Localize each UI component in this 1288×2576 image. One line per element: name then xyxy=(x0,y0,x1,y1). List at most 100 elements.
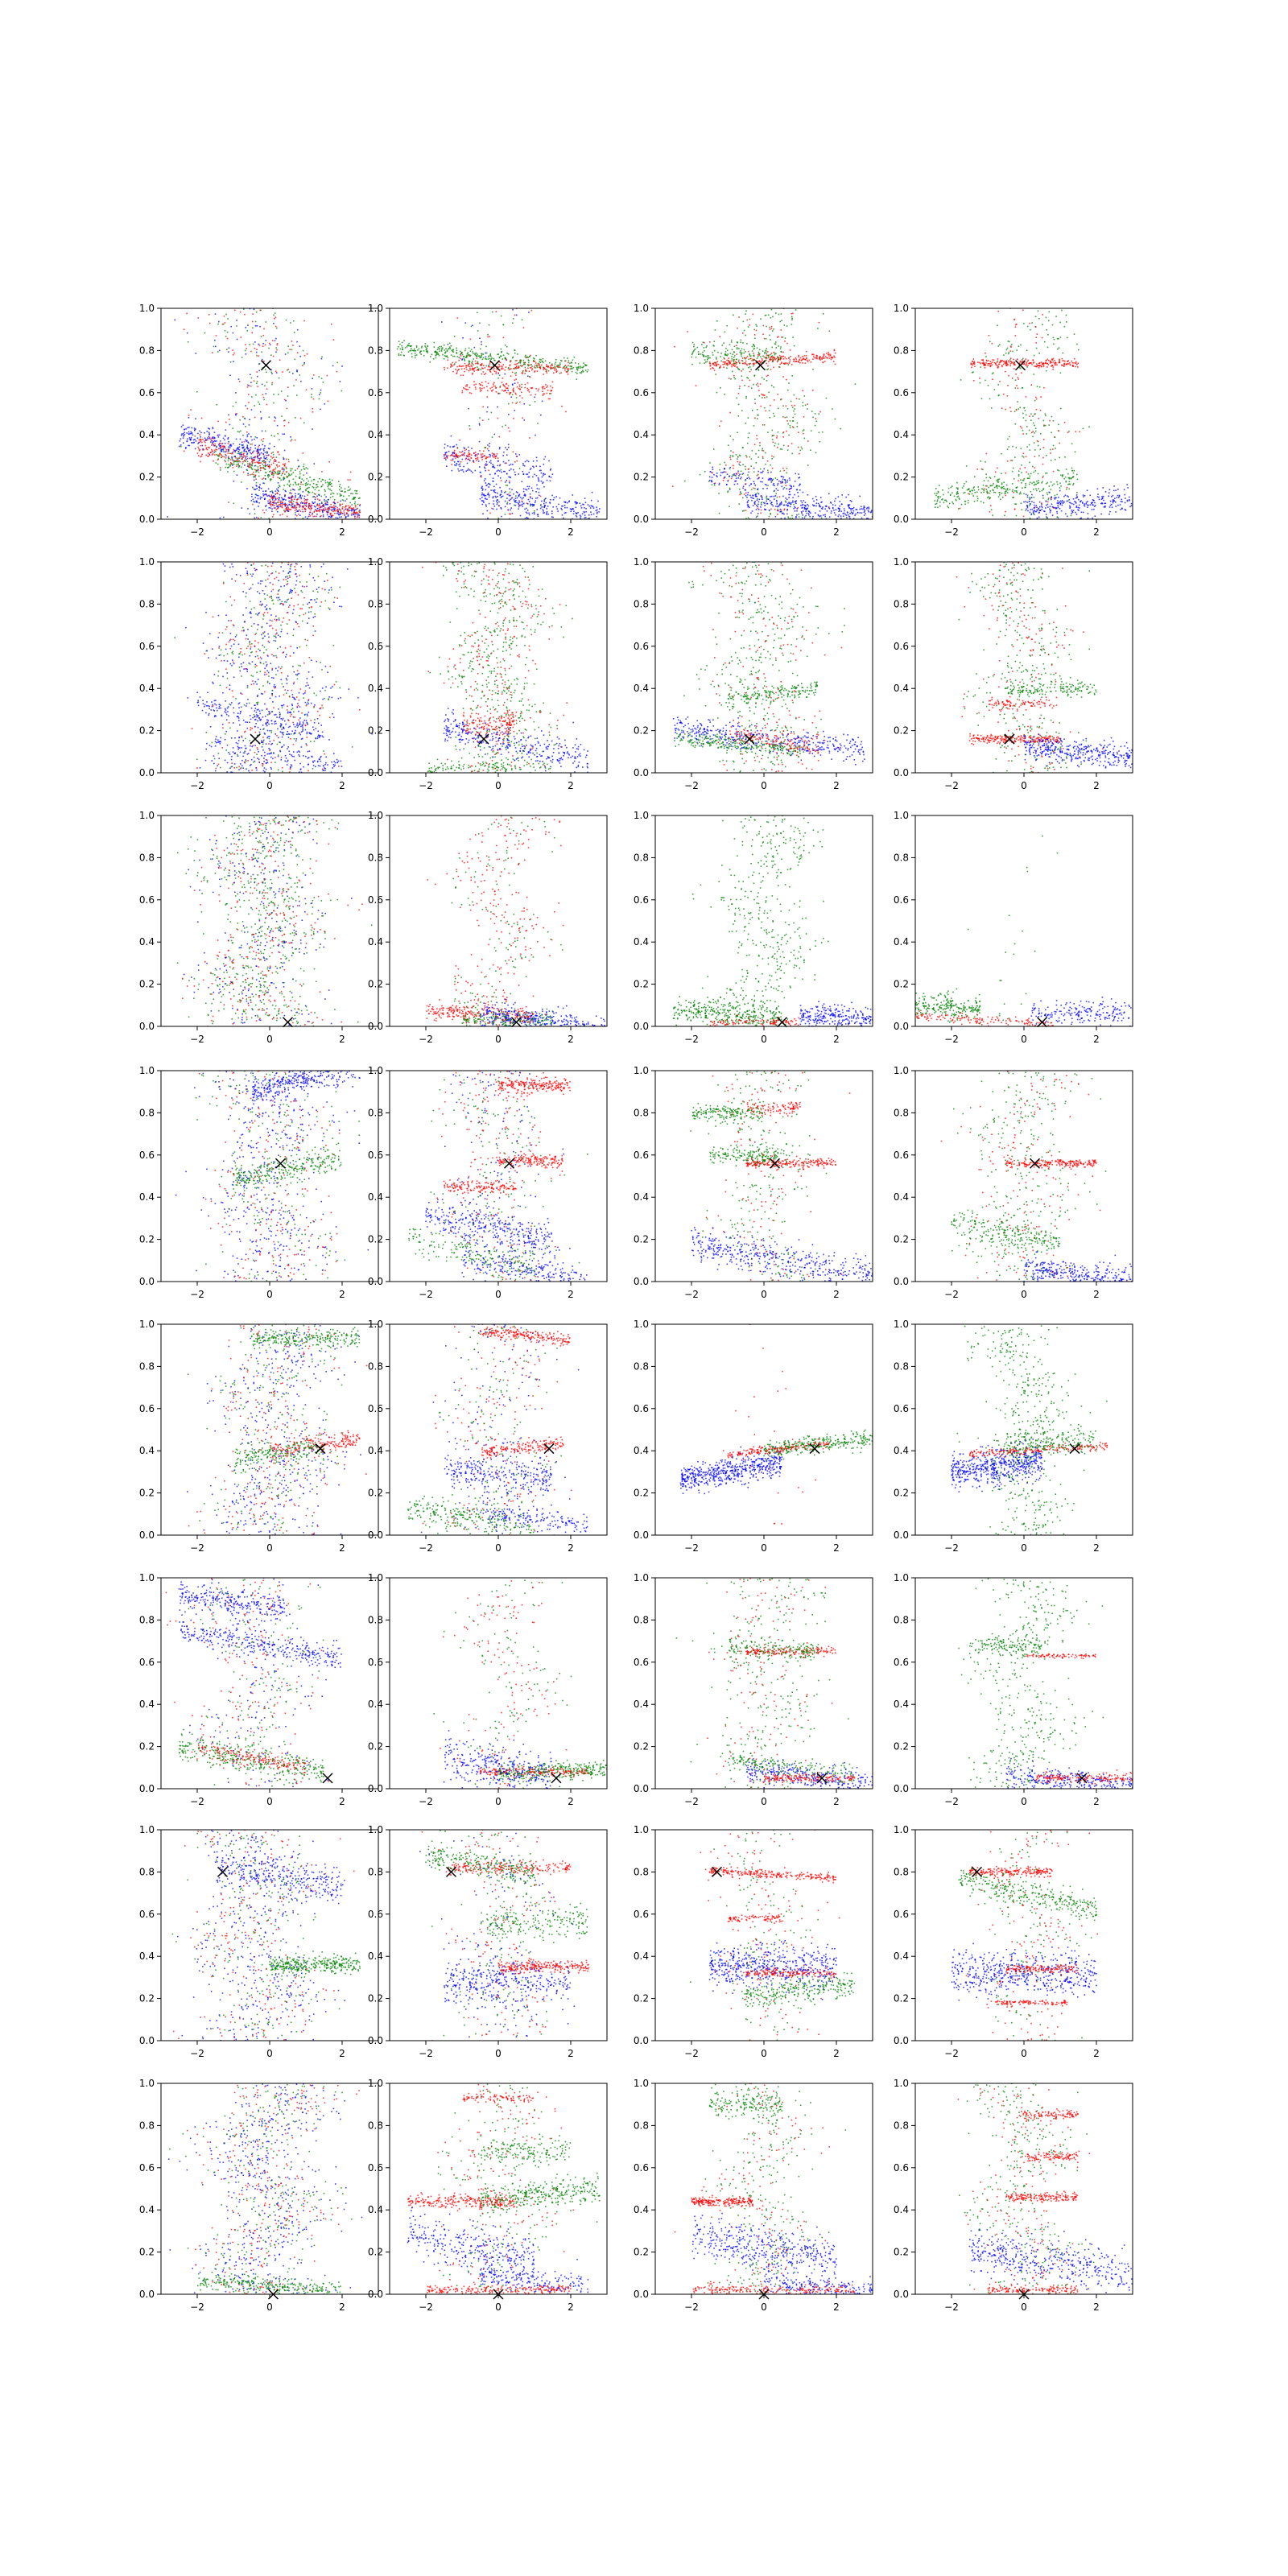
data-point xyxy=(793,345,795,347)
data-point xyxy=(541,500,543,502)
data-point xyxy=(522,373,523,374)
data-point xyxy=(724,351,727,353)
data-point xyxy=(794,510,796,512)
data-point xyxy=(408,342,410,345)
data-point xyxy=(773,358,775,360)
data-point xyxy=(272,496,274,498)
data-point xyxy=(289,509,291,510)
data-point xyxy=(283,504,286,506)
data-point xyxy=(469,354,472,357)
data-point xyxy=(271,382,273,384)
data-point xyxy=(496,508,497,510)
data-point xyxy=(511,357,514,359)
data-point xyxy=(452,452,454,455)
data-point xyxy=(346,509,349,511)
data-point xyxy=(266,464,269,466)
data-point xyxy=(354,489,356,492)
data-point xyxy=(418,348,420,350)
data-point xyxy=(230,444,232,446)
data-point xyxy=(565,367,568,369)
data-point xyxy=(287,369,288,371)
data-point xyxy=(199,448,201,451)
data-point xyxy=(774,489,775,492)
data-point xyxy=(216,403,217,406)
data-point xyxy=(313,478,316,481)
data-point xyxy=(735,475,737,477)
data-point xyxy=(263,482,266,485)
data-point xyxy=(543,502,545,505)
data-point xyxy=(519,505,521,506)
data-point xyxy=(830,358,832,361)
data-point xyxy=(546,369,547,370)
data-point xyxy=(529,364,531,366)
data-point xyxy=(538,388,540,390)
data-point xyxy=(782,488,784,490)
data-point xyxy=(973,476,976,477)
data-point xyxy=(764,508,766,510)
data-point xyxy=(324,509,326,511)
data-point xyxy=(238,457,240,459)
data-point xyxy=(183,442,184,444)
data-point xyxy=(805,357,807,360)
data-point xyxy=(980,468,983,470)
data-point xyxy=(572,368,573,369)
data-point xyxy=(759,444,761,447)
data-point xyxy=(779,504,782,506)
data-point xyxy=(794,506,795,508)
data-point xyxy=(323,506,324,507)
data-point xyxy=(803,518,806,519)
data-point xyxy=(510,494,511,497)
data-point xyxy=(712,448,715,450)
data-point xyxy=(989,341,991,343)
data-point xyxy=(564,502,567,504)
data-point xyxy=(471,365,473,367)
data-point xyxy=(516,460,518,462)
data-point xyxy=(253,308,255,311)
data-point xyxy=(735,345,737,347)
data-point xyxy=(755,329,758,332)
data-point xyxy=(487,390,489,392)
data-point xyxy=(481,382,483,383)
data-point xyxy=(481,358,484,361)
data-point xyxy=(293,332,295,333)
data-point xyxy=(476,355,477,357)
data-point xyxy=(765,410,767,412)
data-point xyxy=(288,485,290,486)
data-point xyxy=(745,483,747,485)
data-point xyxy=(254,325,257,327)
data-point xyxy=(740,341,741,344)
data-point xyxy=(351,510,353,512)
data-point xyxy=(526,507,527,510)
data-point xyxy=(536,366,539,369)
data-point xyxy=(705,346,707,349)
data-point xyxy=(253,473,254,476)
data-point xyxy=(286,458,287,460)
data-point xyxy=(322,505,324,506)
data-point xyxy=(271,490,273,492)
data-point xyxy=(341,390,343,392)
data-point xyxy=(335,517,337,518)
data-point xyxy=(757,354,759,356)
data-point xyxy=(1066,486,1068,489)
data-point xyxy=(474,353,476,354)
y-tick-label: 0.4 xyxy=(139,429,155,440)
data-point xyxy=(725,363,728,365)
data-point xyxy=(298,465,300,467)
data-point xyxy=(844,513,846,515)
data-point xyxy=(828,516,831,518)
data-point xyxy=(770,479,772,481)
data-point xyxy=(540,504,542,506)
data-point xyxy=(211,454,213,456)
data-point xyxy=(819,515,821,518)
data-point xyxy=(727,479,729,481)
data-point xyxy=(328,478,331,481)
data-point xyxy=(278,497,280,498)
data-point xyxy=(830,502,832,504)
data-point xyxy=(1052,336,1055,339)
data-point xyxy=(737,483,739,485)
data-point xyxy=(592,507,595,510)
data-point xyxy=(487,407,489,408)
data-point xyxy=(760,472,762,473)
data-point xyxy=(256,502,258,503)
data-point xyxy=(242,415,244,418)
